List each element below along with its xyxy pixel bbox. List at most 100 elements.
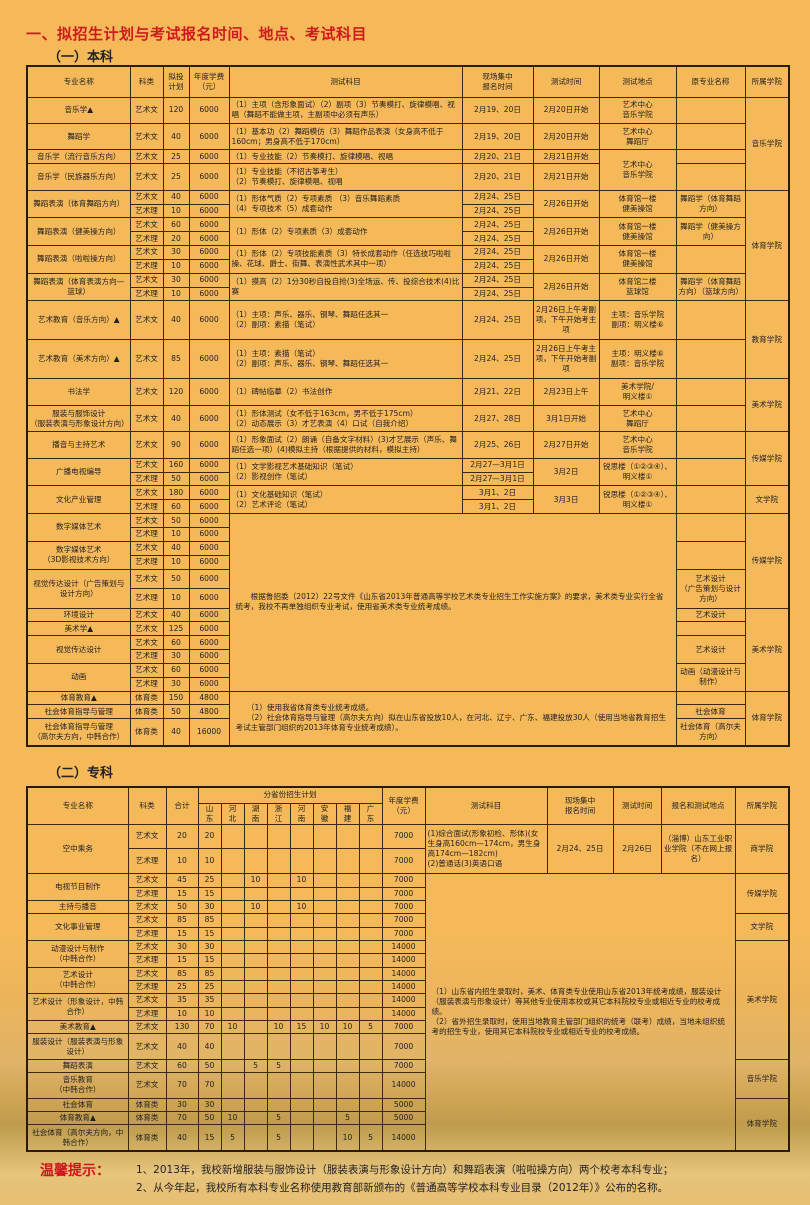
planned-enrollment: 40 (162, 300, 190, 341)
province-plan (312, 953, 337, 968)
original-major-name (675, 339, 746, 380)
test-time: 2月20日开始 (532, 96, 600, 124)
province-plan (312, 1006, 337, 1022)
college: 传媒学院 (734, 873, 790, 915)
category: 艺术文 (127, 899, 167, 915)
table-row: 社会体育（高尔夫方向，中韩合作） 体育类 40 15 5 5 10 5 14000 (26, 1124, 789, 1152)
total-plan: 10 (165, 1006, 199, 1022)
total-plan: 60 (165, 1058, 199, 1074)
undergrad-table: 专业名称 科类 拟投 计划 年度学费 （元） 测试科目 现场集中 报名时间 测试时间 测试地点… (26, 65, 790, 747)
total-plan: 10 (165, 848, 199, 875)
test-location: 艺术中心 音乐学院 (598, 149, 677, 191)
province-plan (243, 848, 268, 875)
province-plan (358, 873, 383, 888)
category: 艺术理 (127, 953, 167, 968)
province-plan: 30 (197, 899, 222, 915)
test-subjects: （1）形体（2）专项素质（3）成套动作 (228, 217, 463, 247)
province-plan (266, 993, 291, 1008)
header-fee: 年度学费 （元） (188, 65, 230, 98)
category: 艺术理 (127, 1006, 167, 1022)
table-row: 音乐教育 （中韩合作） 艺术文 70 70 14000 (26, 1072, 789, 1099)
annual-fee: 7000 (381, 1033, 426, 1060)
test-location: 主项：音乐学院 副项：明义楼⑥ (598, 300, 677, 341)
major-name: 动画 (26, 662, 131, 692)
province-plan (220, 873, 245, 888)
header-test-location: 测试地点 (598, 65, 677, 98)
province-plan: 10 (266, 1019, 291, 1035)
registration-time: 2月27—3月1日 (461, 457, 534, 473)
province-plan (335, 1006, 360, 1022)
original-major-name: 艺术设计 (675, 635, 746, 664)
major-name: 动漫设计与制作 （中韩合作） (26, 939, 129, 968)
province-plan: 5 (243, 1058, 268, 1074)
table-row: 艺术理 15 15 14000 (27, 953, 789, 968)
category: 艺术文 (129, 513, 164, 528)
category: 艺术文 (129, 431, 164, 459)
annual-fee: 14000 (381, 1072, 426, 1099)
province-plan (220, 1072, 245, 1099)
annual-fee: 6000 (188, 203, 230, 219)
province-plan: 10 (243, 873, 268, 888)
province-plan: 25 (197, 873, 222, 888)
province-plan (312, 1097, 337, 1112)
annual-fee: 6000 (188, 217, 230, 233)
province-plan (358, 953, 383, 968)
province-plan (289, 1097, 314, 1112)
annual-fee: 6000 (188, 676, 230, 692)
header-category: 科类 (129, 65, 164, 98)
province-plan (220, 953, 245, 968)
registration-time: 2月24、25日 (461, 245, 534, 260)
province-plan (358, 1072, 383, 1099)
annual-fee: 6000 (188, 378, 230, 406)
annual-fee: 14000 (381, 979, 426, 995)
table-row: 舞蹈表演 艺术文 60 50 5 5 7000 音乐学院 (26, 1058, 790, 1099)
table-row: 广播电视编导 艺术文 160 6000 （1）文学影视艺术基础知识（笔试） （2）影视创… (26, 457, 789, 487)
major-name: 艺术设计（形象设计，中韩合作） (26, 993, 129, 1021)
major-name: 体育教育▲ (26, 690, 131, 706)
province-plan (358, 823, 383, 850)
header-plan: 拟投 计划 (162, 65, 190, 98)
college: 传媒学院 (744, 431, 790, 487)
annual-fee: 6000 (188, 231, 230, 247)
province-plan: 30 (197, 1097, 222, 1112)
category: 艺术理 (129, 554, 164, 570)
province-plan (335, 1097, 360, 1112)
header-province: 山 东 (197, 802, 222, 825)
table-row: 音乐学（民族器乐方向） 艺术文 25 6000 （1）专业技能（不招古筝考生） （2）节… (26, 163, 789, 191)
college: 体育学院 (744, 189, 790, 302)
header-province: 河 北 (220, 802, 245, 825)
annual-fee: 14000 (381, 1124, 426, 1152)
province-plan (289, 953, 314, 968)
registration-time: 2月27、28日 (461, 404, 534, 433)
province-plan (312, 1110, 337, 1126)
province-plan: 25 (197, 979, 222, 995)
province-plan (289, 979, 314, 995)
planned-enrollment: 90 (162, 431, 190, 459)
major-name: 美术学▲ (26, 621, 131, 637)
category: 体育类 (129, 704, 164, 720)
test-time: 3月1日开始 (532, 404, 600, 433)
major-name: 数字媒体艺术 (26, 513, 131, 542)
province-plan (358, 1058, 383, 1074)
planned-enrollment: 40 (162, 607, 190, 623)
table-row: 艺术理 10 10 7000 (27, 848, 789, 875)
category: 艺术理 (129, 676, 164, 692)
category: 艺术文 (129, 662, 164, 678)
province-plan: 5 (358, 1019, 383, 1035)
major-name: 社会体育指导与管理 (26, 704, 131, 720)
table-row: 主持与播音 艺术文 50 30 10 10 7000 (26, 899, 789, 915)
test-location: 体育馆二楼 篮球馆 (598, 272, 677, 302)
test-subjects: （1）主项：声乐、器乐、钢琴、舞蹈任选其一 （2）副项：素描（笔试） (228, 300, 463, 341)
tip-line: 2、从今年起，我校所有本科专业名称使用教育部新颁布的《普通高等学校本科专业目录（… (136, 1182, 669, 1194)
category: 艺术理 (129, 499, 164, 515)
category: 艺术文 (127, 1033, 167, 1060)
province-plan (335, 913, 360, 928)
original-major-name (675, 621, 746, 637)
category: 艺术文 (129, 607, 164, 623)
annual-fee: 6000 (188, 588, 230, 609)
province-plan: 5 (335, 1110, 360, 1126)
total-plan: 45 (165, 873, 199, 888)
test-time: 3月3日 (532, 485, 600, 515)
header-province: 安 徽 (312, 802, 337, 825)
test-location: 主项：明义楼⑥ 副项：音乐学院 (598, 339, 677, 380)
